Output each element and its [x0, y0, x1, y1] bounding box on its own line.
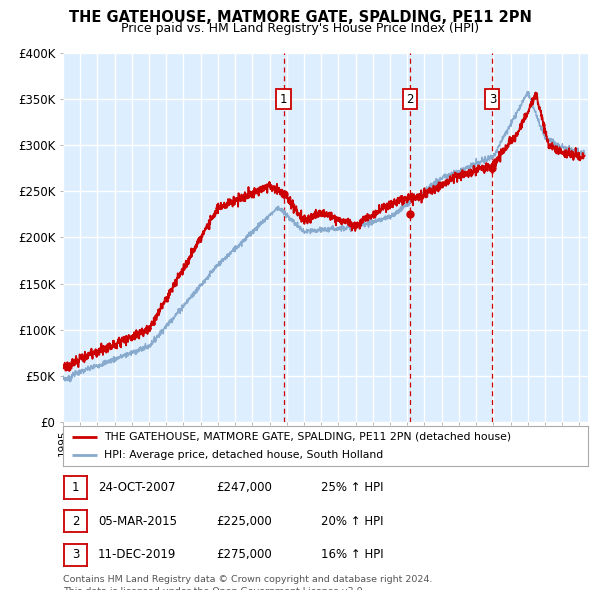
Text: 3: 3	[72, 548, 79, 562]
Text: 11-DEC-2019: 11-DEC-2019	[98, 548, 176, 562]
Text: £275,000: £275,000	[216, 548, 272, 562]
Text: 3: 3	[489, 93, 496, 106]
Text: 25% ↑ HPI: 25% ↑ HPI	[321, 481, 383, 494]
Text: 2: 2	[406, 93, 414, 106]
Text: Price paid vs. HM Land Registry's House Price Index (HPI): Price paid vs. HM Land Registry's House …	[121, 22, 479, 35]
Text: THE GATEHOUSE, MATMORE GATE, SPALDING, PE11 2PN: THE GATEHOUSE, MATMORE GATE, SPALDING, P…	[68, 10, 532, 25]
Text: 16% ↑ HPI: 16% ↑ HPI	[321, 548, 383, 562]
Text: £225,000: £225,000	[216, 514, 272, 528]
Text: Contains HM Land Registry data © Crown copyright and database right 2024.
This d: Contains HM Land Registry data © Crown c…	[63, 575, 433, 590]
Text: THE GATEHOUSE, MATMORE GATE, SPALDING, PE11 2PN (detached house): THE GATEHOUSE, MATMORE GATE, SPALDING, P…	[104, 432, 511, 442]
Text: 2: 2	[72, 514, 79, 528]
Text: 20% ↑ HPI: 20% ↑ HPI	[321, 514, 383, 528]
Text: 05-MAR-2015: 05-MAR-2015	[98, 514, 177, 528]
Text: 1: 1	[72, 481, 79, 494]
Text: HPI: Average price, detached house, South Holland: HPI: Average price, detached house, Sout…	[104, 450, 383, 460]
Text: £247,000: £247,000	[216, 481, 272, 494]
Text: 24-OCT-2007: 24-OCT-2007	[98, 481, 175, 494]
Text: 1: 1	[280, 93, 287, 106]
